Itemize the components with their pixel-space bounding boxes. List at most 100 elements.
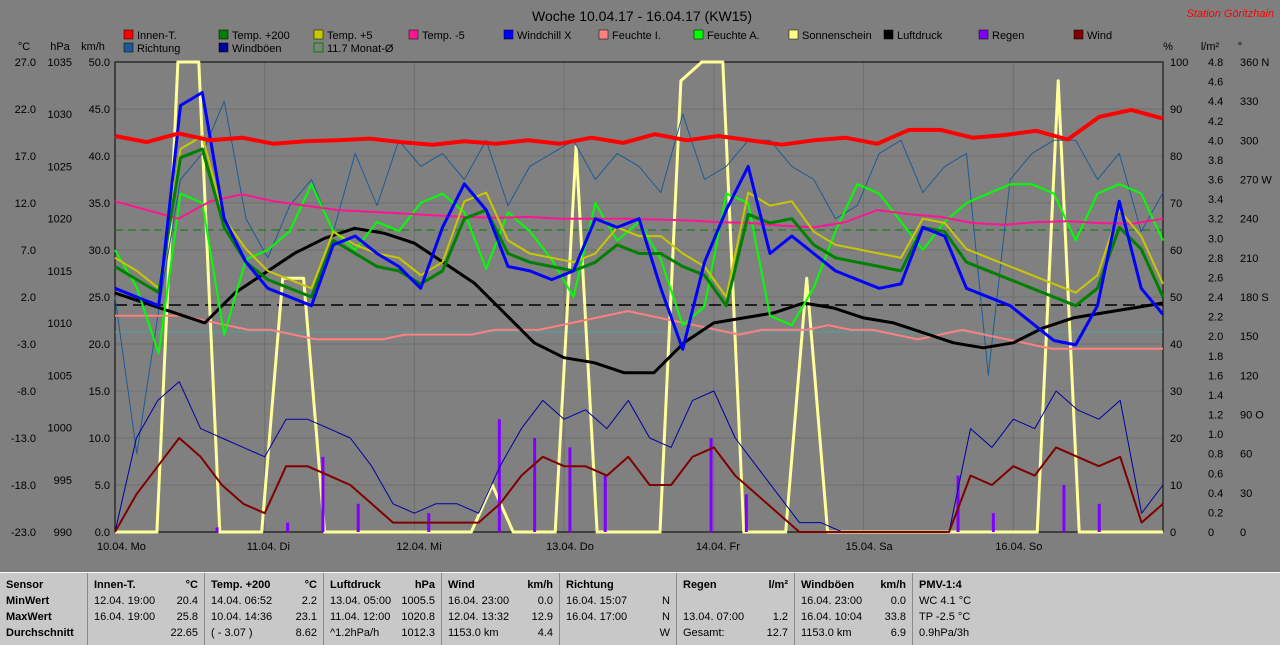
tick-lm2: 1.2 [1208,410,1223,422]
tick-lm2: 3.8 [1208,155,1223,167]
x-axis-label: 14.04. Fr [696,541,740,553]
stats-value: 4.4 [537,627,553,639]
tick-percent: 10 [1170,480,1182,492]
rain-bar [497,419,501,532]
legend-swatch [883,29,894,40]
stats-value: 12.7 [766,627,788,639]
tick-percent: 0 [1170,527,1176,539]
tick-percent: 20 [1170,433,1182,445]
x-axis-label: 15.04. Sa [846,541,894,553]
tick-kmh: 30.0 [89,245,110,257]
stats-luftdruck-unit: hPa [414,579,435,591]
rain-bar [603,475,607,532]
stats-value [736,593,789,609]
tick-lm2: 1.6 [1208,370,1223,382]
stats-richtung-header: Richtung [566,579,614,591]
stats-cell: ^1.2hPa/h [330,627,380,639]
axis-units: °C hPa km/h% l/m² ° [18,41,1242,53]
series-richtung [114,100,1164,455]
tick-degree: 60 [1240,449,1252,461]
rain-bar [215,527,219,532]
tick-degree: 150 [1240,331,1258,343]
x-axis-label: 10.04. Mo [97,541,146,553]
legend-swatch [503,29,514,40]
legend-swatch [313,29,324,40]
tick-celsius: 7.0 [21,245,36,257]
stats-cell: WC 4.1 °C [919,595,972,607]
tick-kmh: 10.0 [89,433,110,445]
stats-sensor-header: Sensor [6,579,44,591]
stats-max-label: MaxWert [6,611,52,623]
tick-hpa: 1000 [48,423,72,435]
legend-swatch [218,29,229,40]
tick-kmh: 25.0 [89,292,110,304]
axis-unit: km/h [81,41,105,53]
stats-value: 20.4 [176,595,198,607]
tick-kmh: 50.0 [89,57,110,69]
tick-celsius: -18.0 [11,480,36,492]
rain-bar [956,475,960,532]
stats-cell: 13.04. 07:00 [683,611,745,623]
tick-lm2: 4.6 [1208,77,1223,89]
legend-label: Luftdruck [897,30,943,42]
legend-label: Richtung [137,43,180,55]
stats-value: 0.0 [537,595,553,607]
legend-label: 11.7 Monat-Ø [327,43,394,55]
stats-cell: 12.04. 19:00 [94,595,156,607]
stats-richtung-unit [618,577,670,593]
stats-sensor: Sensor MinWert MaxWert Durchschnitt [0,573,88,645]
tick-degree: 300 [1240,135,1258,147]
stats-windboeen: Windböen km/h 16.04. 23:00 0.0 16.04. 10:0… [795,573,913,645]
stats-value: 0.0 [890,595,906,607]
rain-bar [321,456,325,532]
axis-unit: ° [1238,41,1242,53]
tick-degree: 360 N [1240,57,1269,69]
tick-degree: 120 [1240,370,1258,382]
stats-richtung: Richtung 16.04. 15:07 N 16.04. 17:00 N W [560,573,677,645]
tick-kmh: 35.0 [89,198,110,210]
stats-cell: 1153.0 km [801,627,852,639]
stats-wind: Wind km/h 16.04. 23:00 0.0 12.04. 13:32 12.… [442,573,560,645]
tick-lm2: 2.4 [1208,292,1223,304]
stats-innen-unit: °C [185,579,198,591]
tick-percent: 30 [1170,386,1182,398]
legend-swatch [218,42,229,53]
tick-celsius: -13.0 [11,433,36,445]
legend-swatch [313,42,324,53]
legend-swatch [123,29,134,40]
stats-cell: 14.04. 06:52 [211,595,273,607]
stats-value: 8.62 [295,627,317,639]
legend-label: Wind [1087,30,1112,42]
rain-bar [533,438,537,532]
stats-value: 25.8 [176,611,198,623]
stats-pmv-header: PMV-1:4 [919,579,962,591]
weather-chart: Woche 10.04.17 - 16.04.17 (KW15) Station… [0,0,1280,572]
x-axis-labels: 10.04. Mo 11.04. Di 12.04. Mi 13.04. Do 14.0… [97,541,1042,553]
stats-windboeen-header: Windböen [801,579,855,591]
stats-cell [94,625,146,641]
stats-pmv: PMV-1:4 WC 4.1 °C TP -2.5 °C 0.9hPa/3h [913,573,1280,645]
stats-cell: 16.04. 23:00 [801,595,863,607]
axis-unit: hPa [50,41,70,53]
stats-cell: 10.04. 14:36 [211,611,273,623]
rain-bar [356,503,360,532]
stats-cell: 16.04. 19:00 [94,611,156,623]
tick-kmh: 20.0 [89,339,110,351]
tick-hpa: 1030 [48,109,72,121]
rain-bar [744,494,748,532]
axis-unit: °C [18,41,30,53]
stats-cell: 16.04. 23:00 [448,595,510,607]
tick-hpa: 1015 [48,266,72,278]
tick-degree: 90 O [1240,410,1264,422]
stats-regen-unit: l/m² [768,579,788,591]
series-luftdruck [114,226,1164,375]
stats-value: 1012.3 [401,627,435,639]
tick-degree: 330 [1240,96,1258,108]
chart-subtitle: Station Göritzhain [1187,8,1274,20]
stats-cell: 11.04. 12:00 [330,611,391,623]
x-axis-label: 16.04. So [995,541,1042,553]
x-axis-label: 13.04. Do [546,541,594,553]
tick-lm2: 3.0 [1208,233,1223,245]
series-temp-5 [114,135,1164,298]
